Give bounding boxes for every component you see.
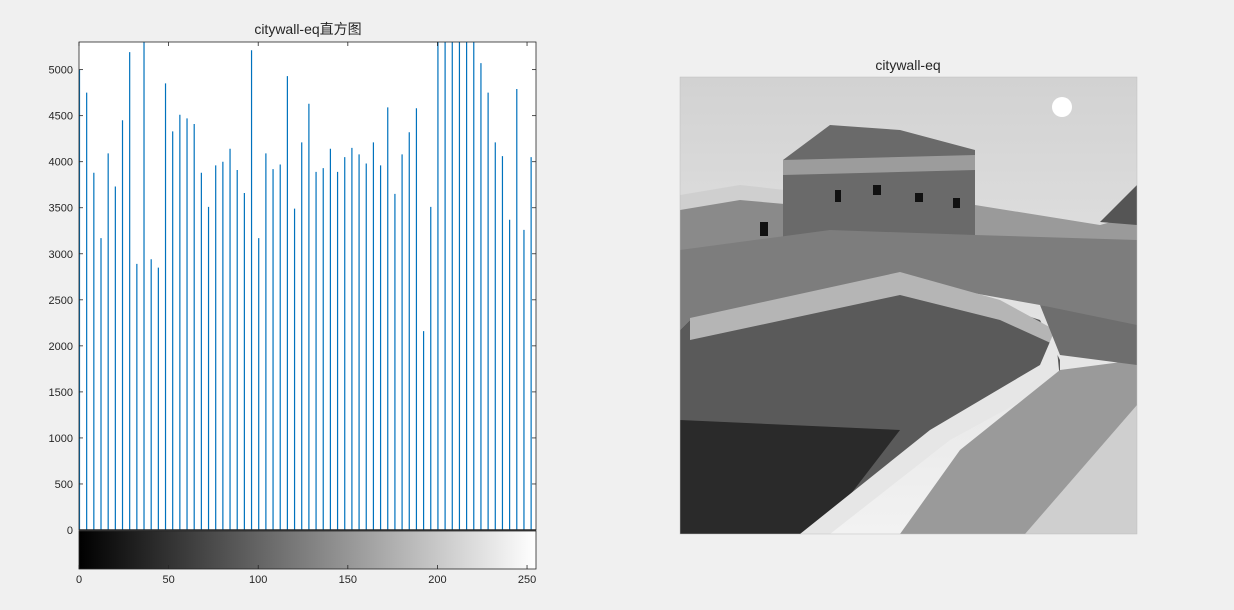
histogram-axes: citywall-eq直方图 0500100015002000250030003… xyxy=(49,21,537,586)
y-tick-label: 4500 xyxy=(49,111,73,123)
y-axis-ticks: 0 500 1000 1500 2000 2500 3000 3500 4000 4500 5000 xyxy=(49,65,536,537)
y-tick-label: 4000 xyxy=(49,157,73,169)
histogram-title: citywall-eq直方图 xyxy=(254,21,361,37)
y-tick-label: 2500 xyxy=(49,295,73,307)
image-title: citywall-eq xyxy=(875,57,940,73)
y-tick-label: 1500 xyxy=(49,387,73,399)
x-tick-label: 150 xyxy=(339,574,357,586)
moon-shape xyxy=(1052,97,1072,117)
x-tick-label: 200 xyxy=(428,574,446,586)
grayscale-colorbar xyxy=(79,531,536,569)
watchtower-shape xyxy=(783,125,975,240)
x-tick-label: 50 xyxy=(162,574,174,586)
x-tick-label: 250 xyxy=(518,574,536,586)
y-tick-label: 1000 xyxy=(49,433,73,445)
x-axis-ticks: 0 50 100 150 200 250 xyxy=(76,42,536,586)
citywall-eq-image xyxy=(679,76,1138,535)
histogram-bars xyxy=(78,42,532,530)
y-tick-label: 500 xyxy=(55,479,73,491)
y-tick-label: 3500 xyxy=(49,203,73,215)
y-tick-label: 3000 xyxy=(49,249,73,261)
colorbar-frame xyxy=(78,530,537,570)
image-axes: citywall-eq xyxy=(679,57,1138,535)
y-tick-label: 0 xyxy=(67,525,73,537)
x-tick-label: 100 xyxy=(249,574,267,586)
x-tick-label: 0 xyxy=(76,574,82,586)
y-tick-label: 2000 xyxy=(49,341,73,353)
histogram-plot-area xyxy=(79,42,536,530)
y-tick-label: 5000 xyxy=(49,65,73,77)
